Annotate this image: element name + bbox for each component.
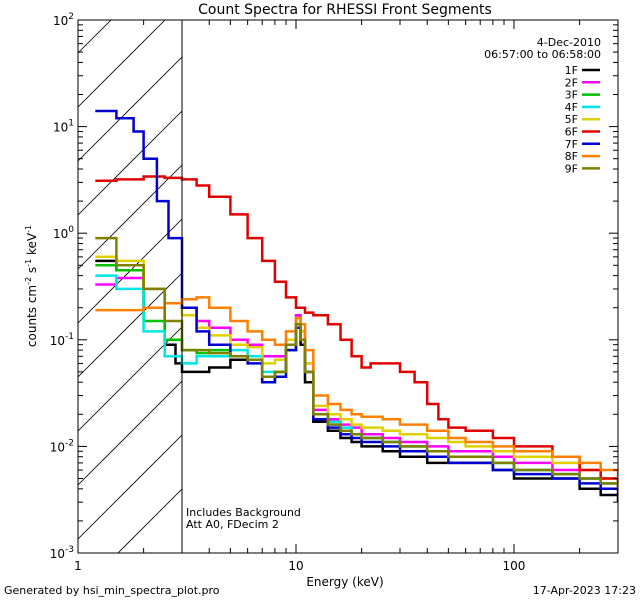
series-6F-line bbox=[95, 175, 618, 489]
legend-label-2F: 2F bbox=[565, 76, 578, 89]
x-tick-label: 1 bbox=[74, 559, 82, 573]
legend-label-7F: 7F bbox=[565, 138, 578, 151]
legend-label-4F: 4F bbox=[565, 101, 578, 114]
y-tick-label: 10-1 bbox=[50, 332, 74, 348]
chart-title: Count Spectra for RHESSI Front Segments bbox=[198, 2, 492, 18]
hatch-line bbox=[78, 20, 112, 54]
y-label-s: s bbox=[25, 267, 39, 277]
y-label-main: counts cm bbox=[25, 285, 39, 347]
footer-generated: Generated by hsi_min_spectra_plot.pro bbox=[4, 584, 220, 597]
series-3F-line bbox=[95, 264, 618, 489]
hatch-line bbox=[78, 164, 183, 270]
hatch-line bbox=[78, 326, 183, 432]
time-range-label: 06:57:00 to 06:58:00 bbox=[484, 48, 601, 61]
x-axis-label: Energy (keV) bbox=[306, 575, 383, 589]
y-tick-label: 100 bbox=[53, 225, 74, 241]
annotation-attenuator: Att A0, FDecim 2 bbox=[186, 518, 279, 531]
hatched-region bbox=[78, 20, 183, 553]
y-tick-label: 10-2 bbox=[50, 438, 74, 454]
y-tick-label: 101 bbox=[53, 119, 74, 135]
hatch-line bbox=[78, 434, 183, 540]
annotation-background: Includes Background bbox=[186, 506, 301, 519]
legend-label-6F: 6F bbox=[565, 126, 578, 139]
hatch-line bbox=[78, 380, 183, 486]
legend-label-3F: 3F bbox=[565, 89, 578, 102]
x-tick-label: 100 bbox=[503, 559, 526, 573]
legend-label-5F: 5F bbox=[565, 113, 578, 126]
plot-frame bbox=[77, 19, 619, 554]
y-label-exp1: -2 bbox=[24, 277, 33, 285]
y-tick-label: 10-3 bbox=[50, 545, 74, 561]
hatch-line bbox=[78, 56, 183, 162]
series-8F-line bbox=[95, 296, 618, 479]
hatch-line bbox=[78, 110, 183, 216]
series-9F-line bbox=[95, 236, 618, 489]
y-label-exp2: -1 bbox=[24, 259, 33, 267]
axes: 1 10 100 10-3 10-2 10-1 100 101 102 bbox=[50, 12, 619, 573]
date-label: 4-Dec-2010 bbox=[537, 36, 601, 49]
hatch-lines bbox=[78, 20, 183, 553]
y-tick-label: 102 bbox=[53, 12, 74, 28]
y-axis-label: counts cm-2 s-1 keV-1 bbox=[24, 225, 39, 347]
y-label-exp3: -1 bbox=[24, 225, 33, 233]
legend-label-8F: 8F bbox=[565, 150, 578, 163]
series-5F-line bbox=[95, 255, 618, 484]
footer-timestamp: 17-Apr-2023 17:23 bbox=[533, 584, 636, 597]
hatch-line bbox=[117, 488, 183, 553]
series-1F-line bbox=[95, 259, 618, 503]
x-tick-label: 10 bbox=[288, 559, 303, 573]
legend-label-9F: 9F bbox=[565, 162, 578, 175]
hatch-line bbox=[78, 20, 166, 108]
legend-label-1F: 1F bbox=[565, 64, 578, 77]
y-label-kev: keV bbox=[25, 232, 39, 259]
